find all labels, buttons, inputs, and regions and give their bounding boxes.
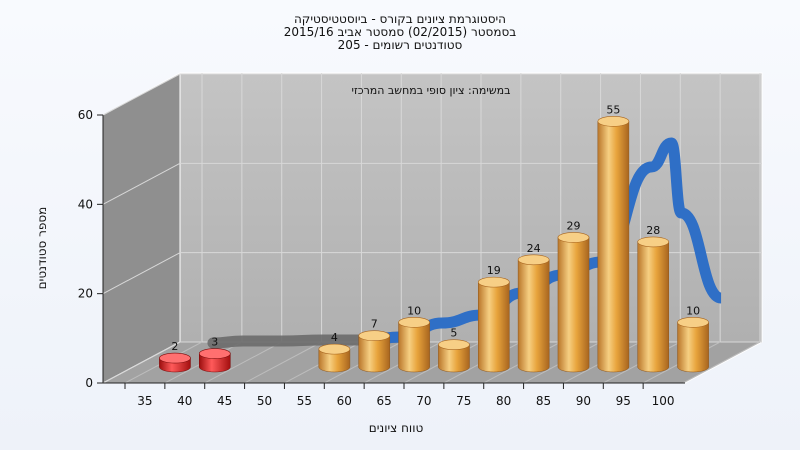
bar-value-label: 28 (646, 224, 660, 237)
chart-side-wall (102, 72, 181, 384)
y-axis-ticks: 0 20 40 60 (78, 108, 103, 390)
bar (438, 339, 470, 373)
bar (398, 317, 430, 373)
floor-grid-line (204, 341, 282, 384)
bar (517, 254, 550, 373)
side-grid-line (102, 252, 181, 295)
floor-grid-line (244, 341, 322, 384)
bar-value-label: 24 (527, 242, 541, 255)
x-tick-label: 40 (177, 394, 192, 408)
bar (477, 276, 510, 373)
x-tick-label: 50 (257, 394, 272, 408)
x-tick-label: 90 (576, 394, 591, 408)
x-tick-label: 100 (652, 394, 675, 408)
x-axis-label: טווח ציונים (369, 421, 424, 435)
bar-labels: 2 3 4 7 10 5 19 24 29 55 28 10 (171, 103, 700, 353)
y-tick-label: 0 (85, 376, 93, 390)
bar-value-label: 29 (567, 219, 581, 232)
x-tick-label: 85 (536, 394, 551, 408)
bar-value-label: 3 (211, 336, 218, 349)
x-tick-label: 55 (297, 394, 312, 408)
x-tick-label: 95 (616, 394, 631, 408)
bar-value-label: 4 (331, 331, 338, 344)
x-tick-label: 65 (376, 394, 391, 408)
y-axis-label: מספר סטודנטים (35, 207, 49, 290)
chart-title-line-3: סטודנטים רשומים - 205 (337, 38, 463, 52)
x-tick-label: 80 (496, 394, 511, 408)
bar (198, 348, 231, 373)
bar-value-label: 5 (450, 327, 457, 340)
bar (159, 352, 191, 373)
chart-title-line-1: היסטוגרמת ציונים בקורס - ביוסטטיסטיקה (293, 12, 507, 26)
bar-value-label: 10 (407, 304, 421, 317)
x-tick-label: 70 (416, 394, 431, 408)
bar (677, 317, 709, 373)
chart-title-line-2: בסמסטר (02/2015) סמסטר אביב 2015/16 (283, 25, 517, 39)
bars (159, 116, 709, 373)
bar-value-label: 2 (171, 340, 178, 353)
x-tick-label: 35 (137, 394, 152, 408)
side-grid-line (102, 162, 181, 205)
bar (637, 236, 670, 373)
chart-annotation: במשימה: ציון סופי במחשב המרכזי (351, 84, 510, 97)
bar-value-label: 10 (686, 304, 700, 317)
bar (318, 343, 351, 373)
x-tick-label: 75 (456, 394, 471, 408)
bar-value-label: 19 (487, 264, 501, 277)
bar (358, 330, 391, 373)
x-axis-ticks: 35 40 45 50 55 60 65 70 75 80 85 90 95 100 (124, 383, 675, 408)
x-tick-label: 45 (217, 394, 232, 408)
y-tick-label: 40 (78, 197, 93, 211)
bar (557, 232, 590, 373)
bar-value-label: 55 (606, 103, 620, 116)
floor-grid-line (682, 341, 761, 384)
bar-value-label: 7 (371, 318, 378, 331)
side-grid-line (102, 73, 181, 116)
y-tick-label: 60 (78, 108, 93, 122)
x-tick-label: 60 (337, 394, 352, 408)
side-grid-line (102, 341, 181, 384)
y-tick-label: 20 (78, 287, 93, 301)
bar (597, 116, 630, 373)
